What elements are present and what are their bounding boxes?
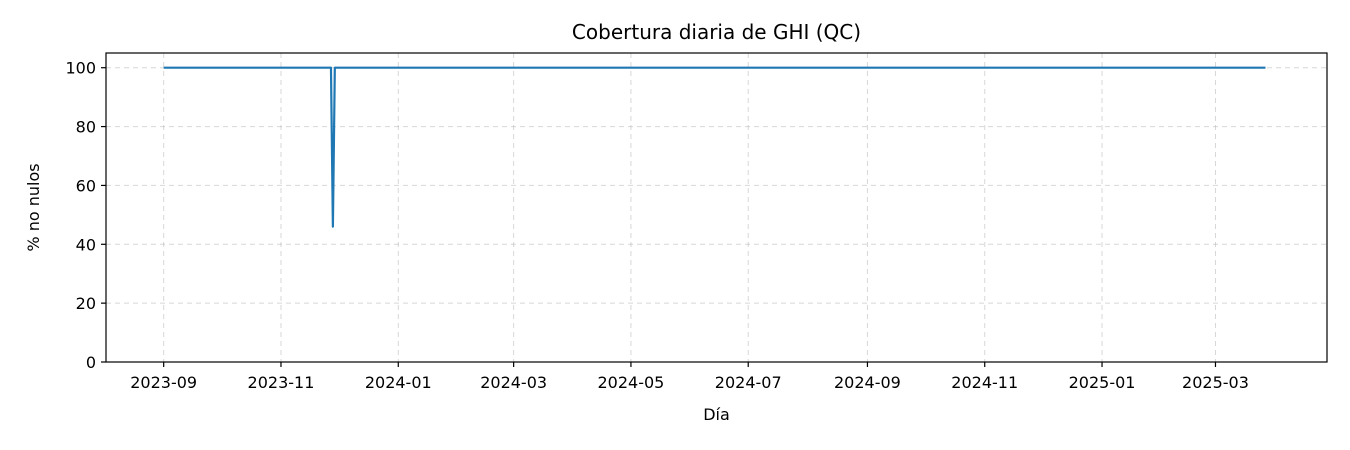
x-tick-label: 2024-05 — [598, 373, 665, 392]
series-line — [163, 66, 1266, 228]
x-tick-label: 2024-09 — [834, 373, 901, 392]
y-tick-label: 20 — [76, 294, 96, 313]
y-tick-label: 100 — [65, 59, 96, 78]
y-tick-label: 60 — [76, 176, 96, 195]
x-tick-label: 2023-11 — [248, 373, 315, 392]
y-axis-label: % no nulos — [24, 163, 43, 251]
series-layer — [163, 66, 1266, 228]
x-tick-label: 2023-09 — [130, 373, 197, 392]
y-tick-label: 0 — [86, 353, 96, 372]
y-tick-label: 40 — [76, 235, 96, 254]
plot-frame — [105, 52, 1328, 363]
y-axis-ticks: 0 20 40 60 80 100 — [65, 59, 106, 372]
x-axis-label: Día — [703, 405, 730, 424]
x-tick-label: 2024-11 — [951, 373, 1018, 392]
chart-title: Cobertura diaria de GHI (QC) — [572, 20, 861, 44]
grid — [106, 53, 1327, 363]
x-tick-label: 2024-03 — [480, 373, 547, 392]
x-tick-label: 2025-03 — [1182, 373, 1249, 392]
x-axis-ticks: 2023-09 2023-11 2024-01 2024-03 2024-05 2024-… — [130, 362, 1249, 392]
x-tick-label: 2025-01 — [1069, 373, 1136, 392]
x-tick-label: 2024-01 — [365, 373, 432, 392]
y-tick-label: 80 — [76, 118, 96, 137]
x-tick-label: 2024-07 — [715, 373, 782, 392]
